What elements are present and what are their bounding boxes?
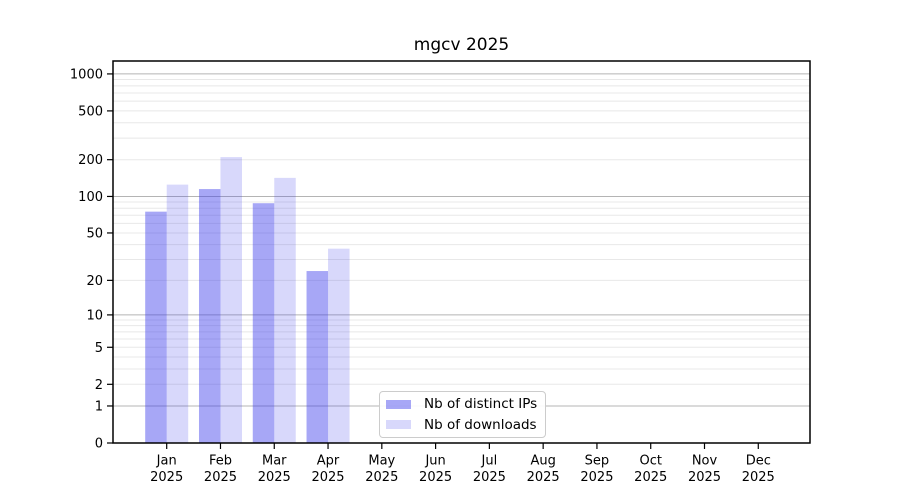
x-tick-label-year: 2025	[150, 470, 183, 485]
x-tick-label-month: Aug	[530, 454, 555, 469]
legend-item: Nb of downloads	[386, 415, 539, 435]
y-tick-label: 2	[95, 378, 103, 393]
x-tick-label-month: Jul	[481, 454, 498, 469]
x-tick-label-month: Oct	[639, 454, 661, 469]
bar-distinct-ips	[252, 203, 275, 443]
y-tick-label: 200	[78, 153, 103, 168]
x-tick-label-month: Jun	[424, 454, 445, 469]
bar-downloads	[328, 248, 350, 443]
x-tick-label-year: 2025	[688, 470, 721, 485]
x-tick-label-month: Jan	[156, 454, 177, 469]
y-tick-label: 0	[95, 437, 103, 452]
x-tick-label-month: Dec	[746, 454, 771, 469]
legend-item: Nb of distinct IPs	[386, 394, 539, 414]
x-tick-label-month: Apr	[317, 454, 340, 469]
y-tick-label: 20	[86, 274, 103, 289]
x-tick-label-year: 2025	[258, 470, 291, 485]
legend: Nb of distinct IPs Nb of downloads	[379, 391, 546, 438]
bar-downloads	[220, 157, 242, 443]
y-tick-label: 100	[78, 190, 103, 205]
chart-title: mgcv 2025	[413, 35, 510, 55]
x-tick-label-month: May	[368, 454, 395, 469]
x-tick-label-year: 2025	[419, 470, 452, 485]
legend-label: Nb of downloads	[424, 416, 537, 433]
x-tick-label-month: Feb	[209, 454, 232, 469]
x-tick-label-year: 2025	[204, 470, 237, 485]
x-tick-label-year: 2025	[473, 470, 506, 485]
x-tick-label-year: 2025	[311, 470, 344, 485]
x-tick-label-month: Mar	[262, 454, 287, 469]
y-tick-label: 10	[86, 308, 103, 323]
x-tick-label-year: 2025	[365, 470, 398, 485]
x-tick-label-month: Sep	[585, 454, 610, 469]
bar-distinct-ips	[145, 211, 167, 443]
x-tick-label-year: 2025	[742, 470, 775, 485]
x-tick-label-month: Nov	[692, 454, 718, 469]
x-tick-label-year: 2025	[634, 470, 667, 485]
legend-label: Nb of distinct IPs	[424, 396, 538, 413]
y-tick-label: 1000	[70, 67, 103, 82]
x-tick-label-year: 2025	[527, 470, 560, 485]
bar-distinct-ips	[306, 271, 329, 443]
y-tick-label: 500	[78, 104, 103, 119]
y-tick-label: 5	[95, 341, 103, 356]
legend-swatch	[386, 420, 411, 430]
bar-downloads	[166, 184, 189, 443]
bar-distinct-ips	[198, 189, 221, 443]
plot-border	[112, 60, 811, 444]
y-tick-label: 50	[86, 226, 103, 241]
y-tick-label: 1	[95, 399, 103, 414]
legend-swatch	[386, 399, 411, 409]
x-tick-label-year: 2025	[580, 470, 613, 485]
bar-downloads	[274, 177, 296, 443]
